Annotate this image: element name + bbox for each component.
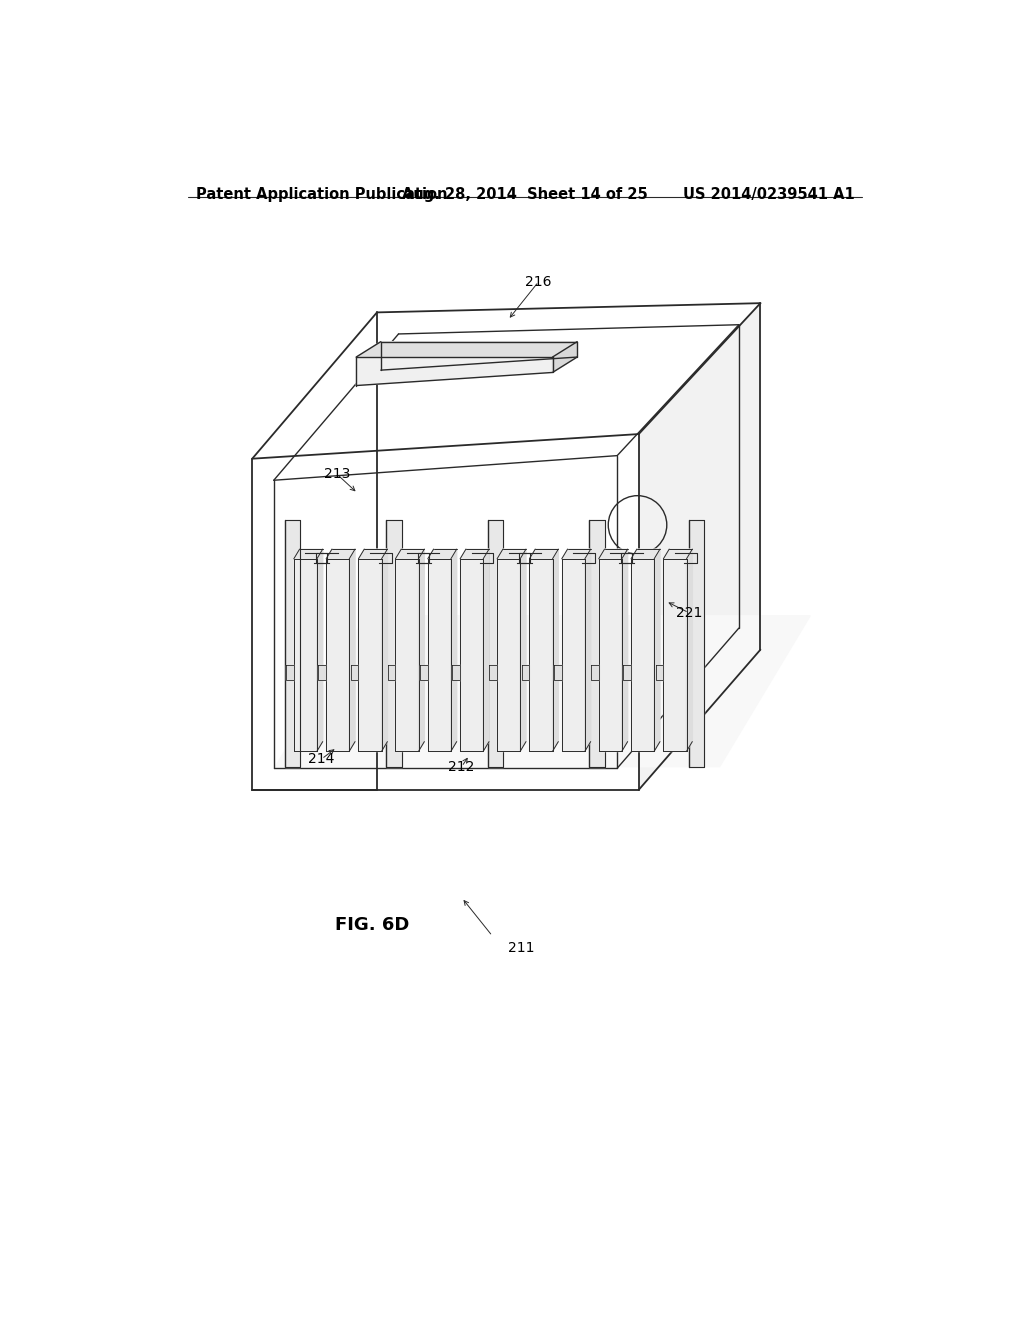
Polygon shape: [294, 558, 316, 751]
Polygon shape: [326, 549, 355, 558]
Polygon shape: [285, 520, 300, 767]
Polygon shape: [553, 549, 558, 751]
Polygon shape: [252, 434, 639, 789]
Polygon shape: [351, 665, 358, 680]
Polygon shape: [395, 549, 424, 558]
Polygon shape: [386, 520, 401, 767]
Polygon shape: [591, 665, 599, 680]
Polygon shape: [655, 665, 664, 680]
Polygon shape: [294, 549, 323, 558]
Polygon shape: [358, 549, 387, 558]
Text: US 2014/0239541 A1: US 2014/0239541 A1: [683, 187, 854, 202]
Polygon shape: [631, 549, 660, 558]
Polygon shape: [599, 558, 622, 751]
Polygon shape: [483, 549, 489, 751]
Polygon shape: [497, 558, 520, 751]
Polygon shape: [286, 665, 294, 680]
Polygon shape: [451, 549, 457, 751]
Polygon shape: [275, 615, 810, 767]
Text: 211: 211: [508, 941, 535, 954]
Polygon shape: [326, 558, 349, 751]
Polygon shape: [631, 558, 654, 751]
Polygon shape: [356, 358, 553, 385]
Polygon shape: [553, 342, 578, 372]
Text: 212: 212: [449, 760, 475, 774]
Polygon shape: [349, 549, 355, 751]
Polygon shape: [395, 558, 419, 751]
Polygon shape: [639, 304, 761, 789]
Polygon shape: [487, 520, 503, 767]
Polygon shape: [562, 558, 585, 751]
Text: 216: 216: [525, 275, 552, 289]
Polygon shape: [489, 665, 497, 680]
Polygon shape: [460, 558, 483, 751]
Polygon shape: [664, 549, 692, 558]
Polygon shape: [382, 549, 387, 751]
Text: Patent Application Publication: Patent Application Publication: [196, 187, 447, 202]
Polygon shape: [428, 558, 451, 751]
Polygon shape: [624, 665, 631, 680]
Polygon shape: [529, 549, 558, 558]
Polygon shape: [358, 558, 382, 751]
Polygon shape: [521, 665, 529, 680]
Polygon shape: [318, 665, 326, 680]
Polygon shape: [622, 549, 628, 751]
Polygon shape: [453, 665, 460, 680]
Polygon shape: [252, 313, 377, 789]
Polygon shape: [460, 549, 489, 558]
Polygon shape: [520, 549, 526, 751]
Polygon shape: [420, 665, 428, 680]
Polygon shape: [316, 549, 323, 751]
Polygon shape: [689, 520, 705, 767]
Polygon shape: [590, 520, 605, 767]
Text: 214: 214: [308, 752, 335, 766]
Polygon shape: [356, 342, 578, 358]
Polygon shape: [562, 549, 591, 558]
Polygon shape: [599, 549, 628, 558]
Polygon shape: [686, 549, 692, 751]
Polygon shape: [497, 549, 526, 558]
Text: Aug. 28, 2014  Sheet 14 of 25: Aug. 28, 2014 Sheet 14 of 25: [402, 187, 647, 202]
Text: FIG. 6D: FIG. 6D: [335, 916, 409, 933]
Polygon shape: [529, 558, 553, 751]
Polygon shape: [252, 304, 761, 459]
Text: 221: 221: [676, 606, 702, 619]
Polygon shape: [664, 558, 686, 751]
Polygon shape: [654, 549, 660, 751]
Polygon shape: [585, 549, 591, 751]
Polygon shape: [554, 665, 562, 680]
Polygon shape: [428, 549, 457, 558]
Polygon shape: [419, 549, 424, 751]
Polygon shape: [388, 665, 395, 680]
Text: 213: 213: [324, 467, 350, 480]
